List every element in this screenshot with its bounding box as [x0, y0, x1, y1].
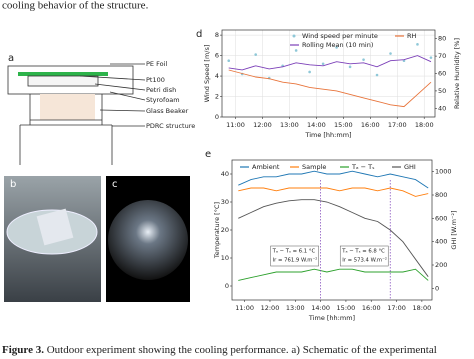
panel-label: d — [196, 29, 202, 40]
schematic-label: Styrofoam — [146, 96, 180, 104]
schematic-label: Petri dish — [146, 86, 176, 94]
y-axis-label: Wind Speed [m/s] — [203, 45, 211, 103]
x-tick-label: 15:00 — [337, 304, 356, 312]
series-line — [228, 55, 432, 71]
data-point — [254, 53, 258, 56]
y-tick-label: 8 — [215, 31, 219, 39]
schematic-label: PDRC structure — [146, 122, 195, 130]
annotation-box — [339, 245, 389, 267]
schematic — [7, 63, 146, 165]
y2-tick-label: 80 — [438, 35, 446, 43]
x-tick-label: 13:00 — [280, 121, 299, 129]
y2-axis-label: Relative Humidity [%] — [453, 38, 461, 109]
x-tick-label: 13:00 — [286, 304, 305, 312]
annotation-text: Tₐ − Tₛ = 6.8 °C — [341, 249, 385, 255]
schematic-label: Pt100 — [146, 76, 165, 84]
y-tick-label: 0 — [225, 282, 229, 290]
fisheye-sky — [108, 200, 188, 280]
y2-tick-label: 1000 — [435, 168, 452, 176]
annotation-text: Tₐ − Tₛ = 6.1 °C — [272, 249, 316, 255]
sample-film — [36, 208, 74, 246]
annotation-box — [270, 245, 319, 267]
data-point — [375, 73, 379, 77]
panel-label: c — [112, 179, 118, 190]
panel-label: b — [10, 179, 16, 190]
plot-frame — [231, 159, 433, 301]
legend-label: GHI — [404, 163, 416, 171]
x-tick-label: 18:00 — [415, 121, 434, 129]
data-point — [335, 46, 338, 49]
y-tick-label: 10 — [221, 254, 229, 262]
schematic-label: PE Foil — [146, 60, 167, 68]
x-tick-label: 17:00 — [387, 304, 406, 312]
caption-label: Figure 3. — [2, 344, 44, 356]
x-tick-label: 12:00 — [253, 121, 272, 129]
x-tick-label: 17:00 — [388, 121, 407, 129]
data-point — [294, 49, 298, 52]
legend-label: Rolling Mean (10 min) — [302, 41, 373, 49]
y-axis-label: Temperature [°C] — [213, 202, 221, 259]
y2-tick-label: 800 — [435, 191, 447, 199]
y2-tick-label: 50 — [438, 87, 446, 95]
annotation-text: Ir = 573.4 W.m⁻² — [342, 257, 387, 264]
data-point — [362, 58, 365, 61]
data-point — [321, 62, 325, 66]
legend-label: Wind speed per minute — [302, 32, 378, 40]
legend-swatch — [292, 34, 296, 38]
legend-label: RH — [407, 32, 417, 40]
y-tick-label: 6 — [215, 52, 219, 60]
x-tick-label: 15:00 — [334, 121, 353, 129]
y2-tick-label: 40 — [438, 104, 446, 112]
x-tick-label: 11:00 — [226, 121, 245, 129]
x-axis-label: Time [hh:mm] — [308, 314, 355, 322]
x-tick-label: 12:00 — [261, 304, 280, 312]
y2-tick-label: 0 — [435, 284, 439, 292]
panel-label: e — [205, 149, 211, 160]
x-tick-label: 14:00 — [307, 121, 326, 129]
y-tick-label: 2 — [215, 93, 219, 101]
data-point — [308, 70, 311, 74]
series-line — [238, 268, 429, 281]
series-line — [238, 170, 429, 189]
legend-label: Ambient — [252, 163, 280, 171]
x-tick-label: 14:00 — [311, 304, 330, 312]
data-point — [348, 65, 352, 69]
annotation-text: Ir = 761.9 W.m⁻² — [273, 257, 318, 264]
caption-text: Outdoor experiment showing the cooling p… — [47, 344, 437, 356]
x-tick-label: 11:00 — [235, 304, 254, 312]
y-tick-label: 20 — [221, 226, 229, 234]
data-point — [416, 43, 419, 46]
x-tick-label: 16:00 — [362, 304, 381, 312]
y2-tick-label: 200 — [435, 261, 447, 269]
schematic-label: Glass Beaker — [146, 107, 189, 115]
y-tick-label: 30 — [221, 198, 229, 206]
plot-frame — [221, 29, 436, 118]
y-tick-label: 0 — [215, 113, 219, 121]
data-point — [429, 56, 433, 59]
caption: Figure 3. Outdoor experiment showing the… — [2, 344, 437, 356]
panel-label: a — [8, 53, 14, 64]
top-text: cooling behavior of the structure. — [2, 0, 149, 12]
y2-tick-label: 600 — [435, 214, 447, 222]
data-point — [389, 52, 392, 55]
series-line — [238, 187, 429, 197]
y2-axis-label: GHI [W.m⁻²] — [450, 210, 458, 249]
x-tick-label: 16:00 — [361, 121, 380, 129]
legend-label: Tₐ − Tₛ — [351, 163, 375, 171]
y2-tick-label: 400 — [435, 238, 447, 246]
series-line — [228, 69, 432, 108]
y2-tick-label: 60 — [438, 70, 446, 78]
y2-tick-label: 70 — [438, 52, 446, 60]
data-point — [227, 59, 231, 63]
x-tick-label: 18:00 — [413, 304, 432, 312]
series-line — [238, 199, 429, 277]
legend-label: Sample — [302, 163, 326, 171]
y-tick-label: 40 — [221, 170, 229, 178]
y-tick-label: 4 — [215, 72, 219, 80]
x-axis-label: Time [hh:mm] — [304, 131, 351, 139]
